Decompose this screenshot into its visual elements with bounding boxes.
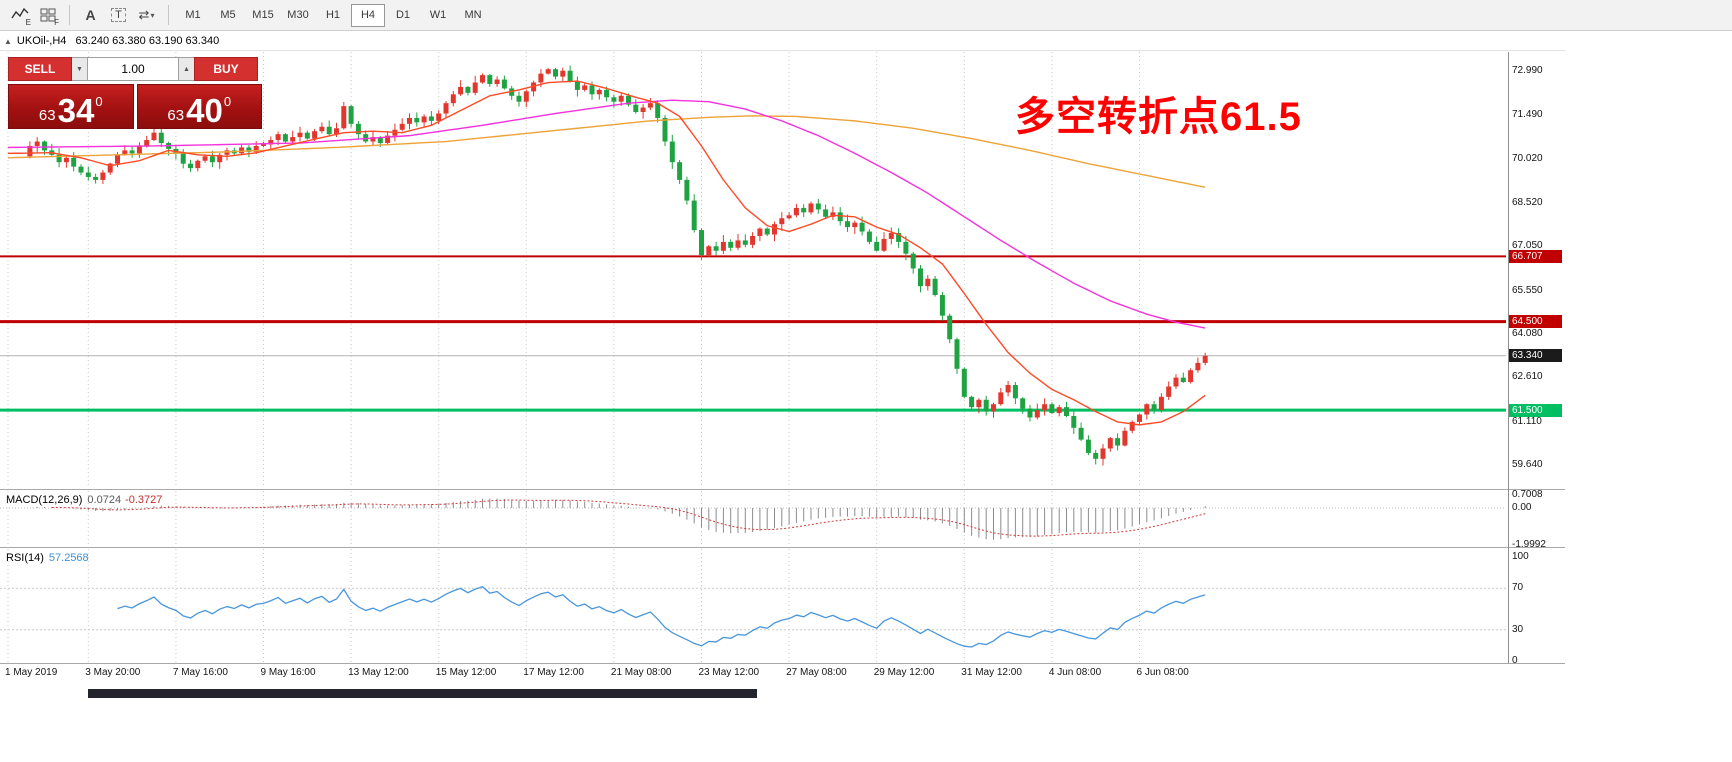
macd-indicator-label: MACD(12,26,9) 0.0724 -0.3727: [6, 494, 162, 506]
time-axis-tick: 27 May 08:00: [786, 667, 847, 678]
charts-bar-icon-badge: E: [25, 18, 31, 27]
timeframe-group: M1 M5 M15 M30 H1 H4 D1 W1 MN: [176, 3, 491, 27]
buy-button[interactable]: BUY: [194, 57, 258, 81]
horizontal-scrollbar-thumb[interactable]: [88, 689, 757, 698]
buy-price-prefix: 63: [167, 106, 185, 124]
time-axis-tick: 1 May 2019: [5, 667, 58, 678]
toolbar: E F A T ⇄ ▾ M1 M5 M15 M30 H1 H4 D1 W1 MN: [0, 0, 1732, 31]
time-axis-tick: 4 Jun 08:00: [1048, 667, 1102, 678]
time-axis-tick: 23 May 12:00: [698, 667, 760, 678]
font-icon[interactable]: A: [77, 3, 104, 27]
symbol-period-label: UKOil-,H4: [16, 35, 67, 47]
time-axis-tick: 9 May 16:00: [260, 667, 316, 678]
toolbar-separator: [69, 5, 70, 25]
tile-windows-icon-badge: F: [54, 18, 59, 27]
price-axis-tick: 72.990: [1512, 65, 1543, 76]
price-axis-tick: 65.550: [1512, 284, 1543, 296]
timeframe-button-mn[interactable]: MN: [464, 9, 482, 21]
timeframe-button-m30[interactable]: M30: [287, 9, 309, 21]
rsi-axis-tick: 0: [1512, 655, 1518, 666]
price-tag-63.340: 63.340: [1509, 349, 1562, 363]
time-axis-tick: 15 May 12:00: [435, 667, 497, 678]
time-axis-tick: 7 May 16:00: [172, 667, 228, 678]
price-axis-tick: 62.610: [1512, 371, 1543, 383]
text-label-icon[interactable]: T: [105, 3, 132, 27]
macd-axis-tick: 0.7008: [1512, 489, 1543, 501]
macd-title: MACD(12,26,9): [6, 494, 83, 506]
time-axis-tick: 29 May 12:00: [873, 667, 935, 678]
price-axis-tick: 59.640: [1512, 458, 1543, 470]
sell-price-sup: 0: [95, 94, 103, 109]
ohlc-values: 63.240 63.380 63.190 63.340: [75, 35, 220, 47]
rsi-axis-tick: 100: [1512, 551, 1529, 562]
price-axis-tick: 71.490: [1512, 109, 1543, 121]
price-axis-tick: 67.050: [1512, 240, 1543, 252]
time-axis-tick: 6 Jun 08:00: [1136, 667, 1189, 678]
text-label-icon-glyph: T: [111, 8, 126, 22]
macd-main-value: 0.0724: [87, 494, 122, 506]
timeframe-button-w1[interactable]: W1: [429, 9, 447, 21]
timeframe-button-d1[interactable]: D1: [395, 9, 411, 21]
time-axis-tick: 21 May 08:00: [610, 667, 672, 678]
price-tag-61.500: 61.500: [1509, 403, 1562, 417]
price-tag-64.500: 64.500: [1509, 315, 1562, 329]
price-axis-tick: 70.020: [1512, 152, 1543, 164]
price-axis-tick: 61.110: [1512, 415, 1542, 427]
font-icon-glyph: A: [85, 7, 96, 23]
rsi-axis-tick: 70: [1512, 582, 1524, 594]
volume-decrease-button[interactable]: ▼: [72, 57, 87, 81]
shift-chart-icon-glyph: ⇄: [138, 7, 150, 22]
volume-increase-button[interactable]: ▲: [179, 57, 194, 81]
charts-bar-icon[interactable]: E: [6, 3, 33, 27]
rsi-indicator-label: RSI(14) 57.2568: [6, 552, 89, 564]
time-axis-tick: 17 May 12:00: [523, 667, 584, 678]
rsi-value: 57.2568: [48, 552, 89, 564]
price-axis-tick: 68.520: [1512, 196, 1543, 208]
volume-input[interactable]: [87, 57, 179, 81]
timeframe-button-m15[interactable]: M15: [252, 9, 274, 21]
time-axis-tick: 31 May 12:00: [961, 667, 1022, 678]
toolbar-separator: [168, 5, 169, 25]
sell-price-prefix: 63: [38, 106, 56, 124]
macd-axis-tick: -1.9992: [1512, 538, 1546, 550]
sell-price-box[interactable]: 63 34 0: [8, 84, 134, 129]
sell-price-big: 34: [57, 91, 95, 129]
timeframe-button-m1[interactable]: M1: [185, 9, 201, 21]
buy-price-big: 40: [186, 91, 223, 129]
sell-button[interactable]: SELL: [8, 57, 72, 81]
chevron-down-icon: ▾: [150, 10, 155, 20]
tile-windows-icon[interactable]: F: [34, 3, 61, 27]
timeframe-button-h1[interactable]: H1: [325, 9, 341, 21]
shift-chart-icon[interactable]: ⇄ ▾: [133, 3, 160, 27]
timeframe-button-h4[interactable]: H4: [351, 3, 385, 27]
rsi-title: RSI(14): [6, 552, 44, 564]
collapse-icon[interactable]: ▲: [4, 36, 12, 46]
macd-axis-tick: 0.00: [1512, 502, 1532, 513]
time-axis-tick: 3 May 20:00: [85, 667, 141, 678]
time-axis-tick: 13 May 12:00: [348, 667, 409, 678]
one-click-trading-panel: SELL ▼ ▲ BUY 63 34 0 63 40 0: [8, 57, 262, 129]
price-axis-tick: 64.080: [1512, 327, 1543, 339]
price-tag-66.707: 66.707: [1509, 249, 1562, 263]
rsi-axis-tick: 30: [1512, 623, 1524, 635]
buy-price-sup: 0: [223, 94, 232, 109]
chart-annotation: 多空转折点61.5: [1015, 95, 1302, 139]
macd-signal-value: -0.3727: [125, 494, 163, 506]
buy-price-box[interactable]: 63 40 0: [136, 84, 262, 129]
timeframe-button-m5[interactable]: M5: [220, 9, 236, 21]
chart-header: ▲ UKOil-,H4 63.240 63.380 63.190 63.340: [0, 32, 1565, 51]
